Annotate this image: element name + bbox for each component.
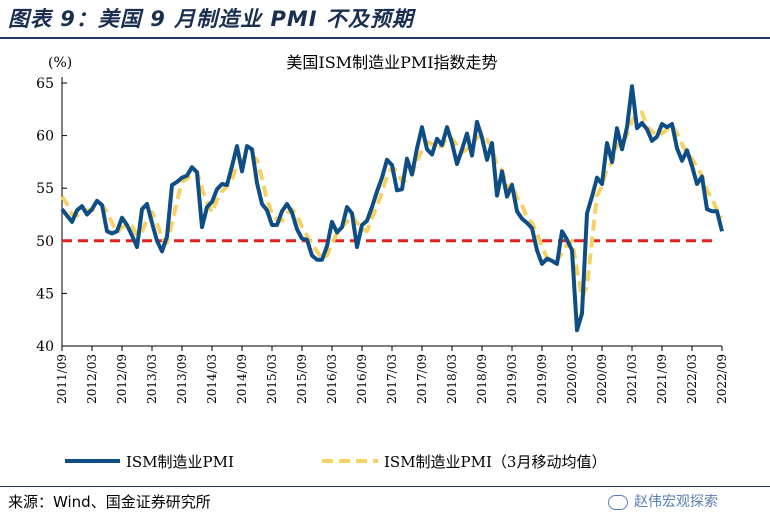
x-tick-label: 2015/03 [265,354,279,404]
chart-title: 美国ISM制造业PMI指数走势 [286,53,497,72]
x-tick-label: 2016/03 [325,354,339,404]
figure-title: 图表 9：美国 9 月制造业 PMI 不及预期 [8,7,414,31]
series-ism-pmi-line [60,84,724,333]
wechat-icon [608,494,628,510]
x-tick-label: 2019/09 [535,354,549,404]
x-tick-label: 2020/03 [565,354,579,404]
x-tick-label: 2016/09 [355,354,369,404]
x-tick-label: 2012/03 [85,354,99,404]
pmi-line-chart: 美国ISM制造业PMI指数走势 (%) 40 45 50 55 60 65 2011/09 201… [36,53,729,471]
x-tick-label: 2019/03 [505,354,519,404]
y-tick-label: 40 [36,339,54,355]
legend-label-ism-pmi: ISM制造业PMI [126,453,234,471]
legend-label-ism-pmi-3m-avg: ISM制造业PMI（3月移动均值） [384,453,606,471]
y-unit-label: (%) [48,55,72,71]
x-tick-label: 2013/03 [145,354,159,404]
watermark-text: 赵伟宏观探索 [634,494,718,510]
watermark: 赵伟宏观探索 [608,491,718,511]
x-tick-label: 2018/03 [445,354,459,404]
x-tick-label: 2014/09 [235,354,249,404]
x-tick-label: 2017/09 [415,354,429,404]
y-tick-label: 60 [36,129,54,145]
y-tick-label: 50 [36,234,54,250]
x-tick-label: 2022/03 [685,354,699,404]
x-tick-label: 2012/09 [115,354,129,404]
y-tick-label: 55 [36,181,54,197]
x-tick-label: 2014/03 [205,354,219,404]
x-tick-label: 2015/09 [295,354,309,404]
x-tick-label: 2017/03 [385,354,399,404]
top-divider [0,37,770,39]
x-tick-label: 2022/09 [715,354,729,404]
x-tick-label: 2021/09 [655,354,669,404]
x-tick-label: 2018/09 [475,354,489,404]
x-tick-label: 2011/09 [55,354,69,404]
y-tick-label: 45 [36,286,54,302]
plot-area: 美国ISM制造业PMI指数走势 (%) 40 45 50 55 60 65 2011/09 201… [36,53,729,471]
x-tick-label: 2013/09 [175,354,189,404]
y-tick-label: 65 [36,76,54,92]
bottom-divider [0,486,770,487]
x-tick-label: 2020/09 [595,354,609,404]
source-note: 来源：Wind、国金证券研究所 [8,493,211,511]
x-tick-label: 2021/03 [625,354,639,404]
